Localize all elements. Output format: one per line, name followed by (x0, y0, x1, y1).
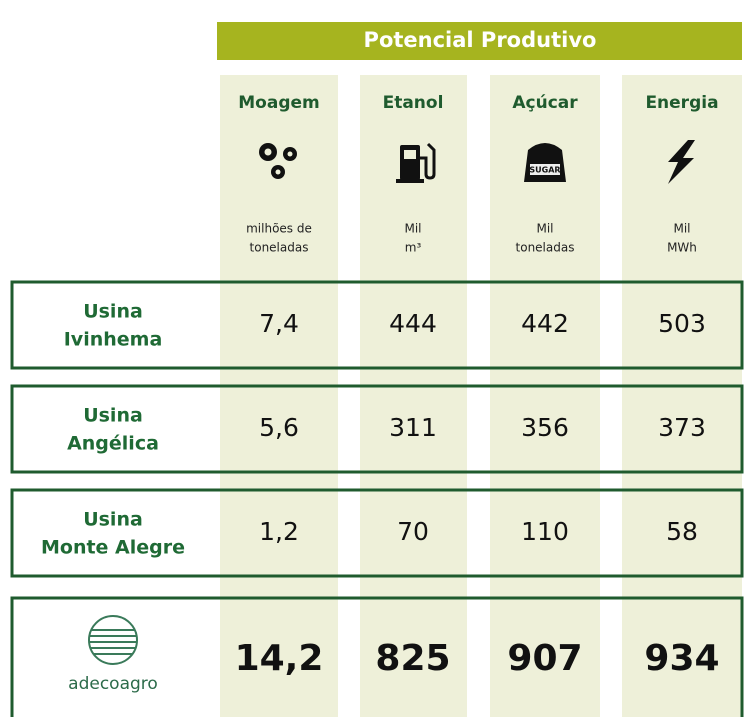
row-label: Angélica (67, 433, 159, 455)
icon-gears (259, 143, 297, 179)
cell-value: 7,4 (259, 309, 299, 338)
icon-lightning (668, 140, 695, 184)
column-unit: Mil (536, 222, 553, 236)
row-label: Monte Alegre (41, 537, 185, 559)
row-label: Usina (83, 301, 143, 323)
row-label: Ivinhema (64, 329, 163, 351)
total-box (10, 596, 744, 717)
cell-value: 1,2 (259, 517, 299, 546)
row-box (10, 488, 744, 578)
cell-value: 373 (658, 413, 706, 442)
cell-value: 5,6 (259, 413, 299, 442)
icon-sugar-bag: SUGAR (524, 143, 566, 182)
column-header: Moagem (238, 93, 319, 113)
row-box (10, 384, 744, 474)
column-header: Energia (645, 93, 718, 113)
column-unit: m³ (405, 241, 422, 255)
total-value: 934 (644, 638, 719, 679)
column-unit: toneladas (250, 241, 309, 255)
column-unit: MWh (667, 241, 697, 255)
total-value: 14,2 (235, 638, 324, 679)
cell-value: 356 (521, 413, 569, 442)
total-value: 907 (507, 638, 582, 679)
cell-value: 503 (658, 309, 706, 338)
cell-value: 70 (397, 517, 429, 546)
icon-label: SUGAR (529, 166, 560, 175)
column-unit: toneladas (516, 241, 575, 255)
column-unit: milhões de (246, 222, 312, 236)
logo (88, 615, 138, 665)
cell-value: 110 (521, 517, 569, 546)
header-title: Potencial Produtivo (364, 28, 597, 52)
column-unit: Mil (404, 222, 421, 236)
column-backgrounds (220, 75, 742, 717)
cell-value: 58 (666, 517, 698, 546)
cell-value: 311 (389, 413, 437, 442)
column-header: Etanol (383, 93, 444, 113)
icon-fuel-pump (396, 142, 436, 183)
cell-value: 444 (389, 309, 437, 338)
logo-text: adecoagro (68, 674, 158, 694)
column-unit: Mil (673, 222, 690, 236)
row-box (10, 280, 744, 370)
cell-value: 442 (521, 309, 569, 338)
total-value: 825 (375, 638, 450, 679)
column-header: Açúcar (512, 93, 578, 113)
row-label: Usina (83, 405, 143, 427)
header-bar (217, 22, 742, 60)
row-label: Usina (83, 509, 143, 531)
